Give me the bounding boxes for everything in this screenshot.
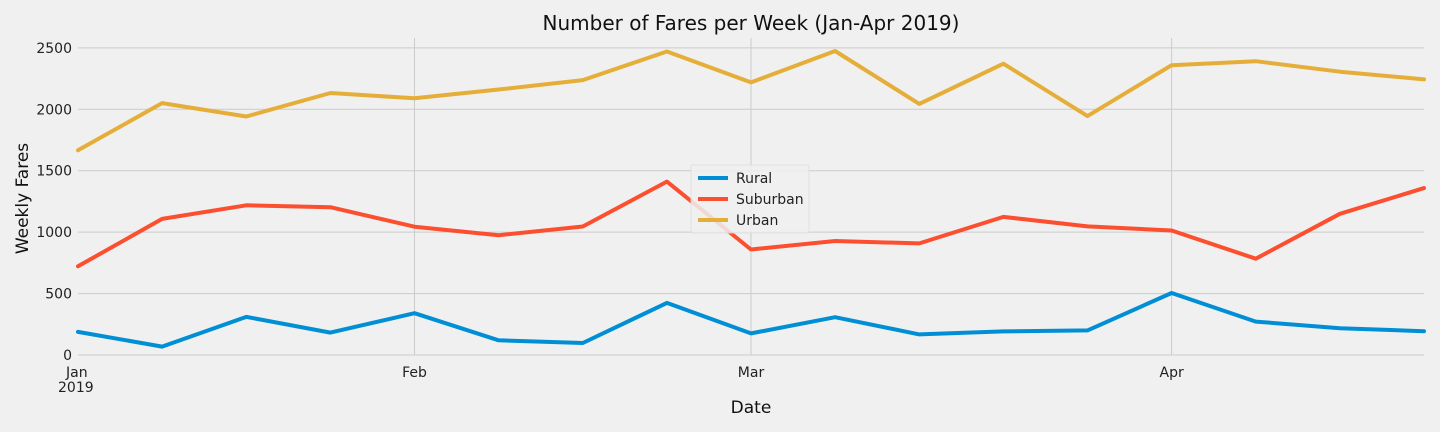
y-tick-label: 0	[63, 348, 72, 364]
y-axis-title: Weekly Fares	[13, 143, 33, 254]
x-tick-label: Jan	[65, 365, 88, 381]
series-line-suburban	[76, 179, 1426, 269]
y-axis-ticks: 0 500 1000 1500 2000 2500	[36, 41, 72, 364]
legend-box	[690, 164, 810, 234]
legend-label-rural: Rural	[736, 171, 772, 187]
legend: Rural Suburban Urban	[690, 164, 810, 234]
x-tick-label: Apr	[1160, 365, 1184, 381]
y-tick-label: 2000	[36, 102, 72, 118]
series-line-urban	[76, 49, 1426, 153]
series-line-rural	[76, 291, 1426, 349]
x-tick-sublabel: 2019	[58, 380, 94, 396]
x-axis-title: Date	[731, 398, 772, 418]
y-tick-label: 1000	[36, 225, 72, 241]
y-tick-label: 500	[45, 287, 72, 303]
y-tick-label: 1500	[36, 164, 72, 180]
x-tick-label: Feb	[402, 365, 427, 381]
y-tick-label: 2500	[36, 41, 72, 57]
legend-label-suburban: Suburban	[736, 192, 804, 208]
x-tick-label: Mar	[738, 365, 765, 381]
series-lines	[76, 49, 1426, 349]
chart-title: Number of Fares per Week (Jan-Apr 2019)	[543, 11, 960, 35]
legend-label-urban: Urban	[736, 213, 778, 229]
